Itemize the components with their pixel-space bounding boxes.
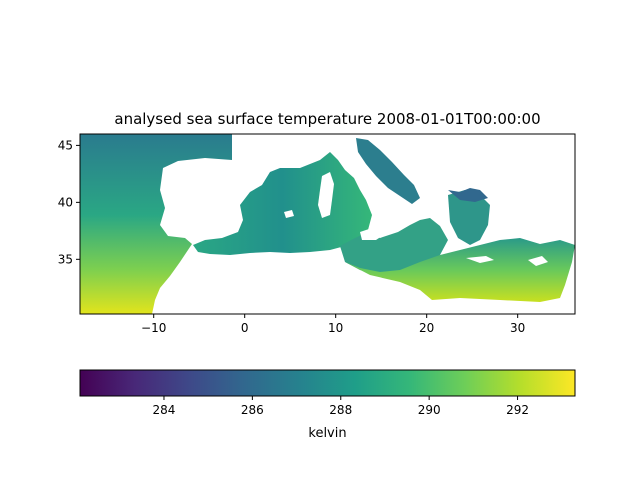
map-axes-frame [79,133,576,315]
colorbar-ticks: 284 286 288 290 292 [153,396,529,417]
x-tick-label: 30 [510,321,525,335]
colorbar-tick-label: 292 [506,403,529,417]
y-tick-label: 35 [58,252,73,266]
crete [466,256,494,263]
colorbar-tick-label: 290 [418,403,441,417]
corsica-sardinia [318,172,334,218]
atlantic-sea-region [80,134,232,314]
levantine-sea-region [345,238,575,302]
y-tick-label: 40 [58,195,73,209]
central-med-region [340,218,448,275]
adriatic-sea-region [356,138,420,204]
x-axis-ticks: −10 0 10 20 30 [141,314,525,335]
aegean-sea-region [448,190,490,245]
cyprus [528,256,548,266]
x-tick-label: 0 [241,321,249,335]
plot-title: analysed sea surface temperature 2008-01… [114,110,541,128]
y-axis-ticks: 45 40 35 [58,138,80,266]
y-tick-label: 45 [58,138,73,152]
black-sea-region [448,188,488,202]
western-med-region [193,152,372,255]
mallorca [284,210,294,218]
colorbar [79,369,576,397]
colorbar-tick-label: 288 [329,403,352,417]
x-tick-label: 20 [419,321,434,335]
x-tick-label: 10 [328,321,343,335]
sst-field [80,134,575,314]
x-tick-label: −10 [141,321,166,335]
colorbar-label: kelvin [308,426,347,441]
colorbar-tick-label: 286 [241,403,264,417]
sicily [360,226,388,240]
colorbar-tick-label: 284 [153,403,176,417]
